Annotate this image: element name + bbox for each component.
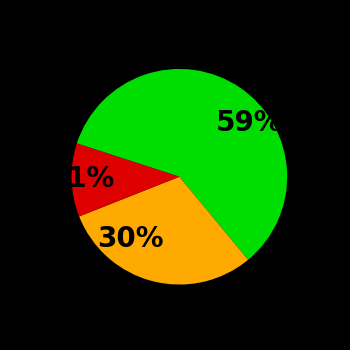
Text: 11%: 11% xyxy=(49,165,115,193)
Text: 59%: 59% xyxy=(216,109,282,137)
Wedge shape xyxy=(79,177,248,285)
Wedge shape xyxy=(77,69,287,260)
Wedge shape xyxy=(72,144,179,216)
Text: 30%: 30% xyxy=(97,225,163,253)
